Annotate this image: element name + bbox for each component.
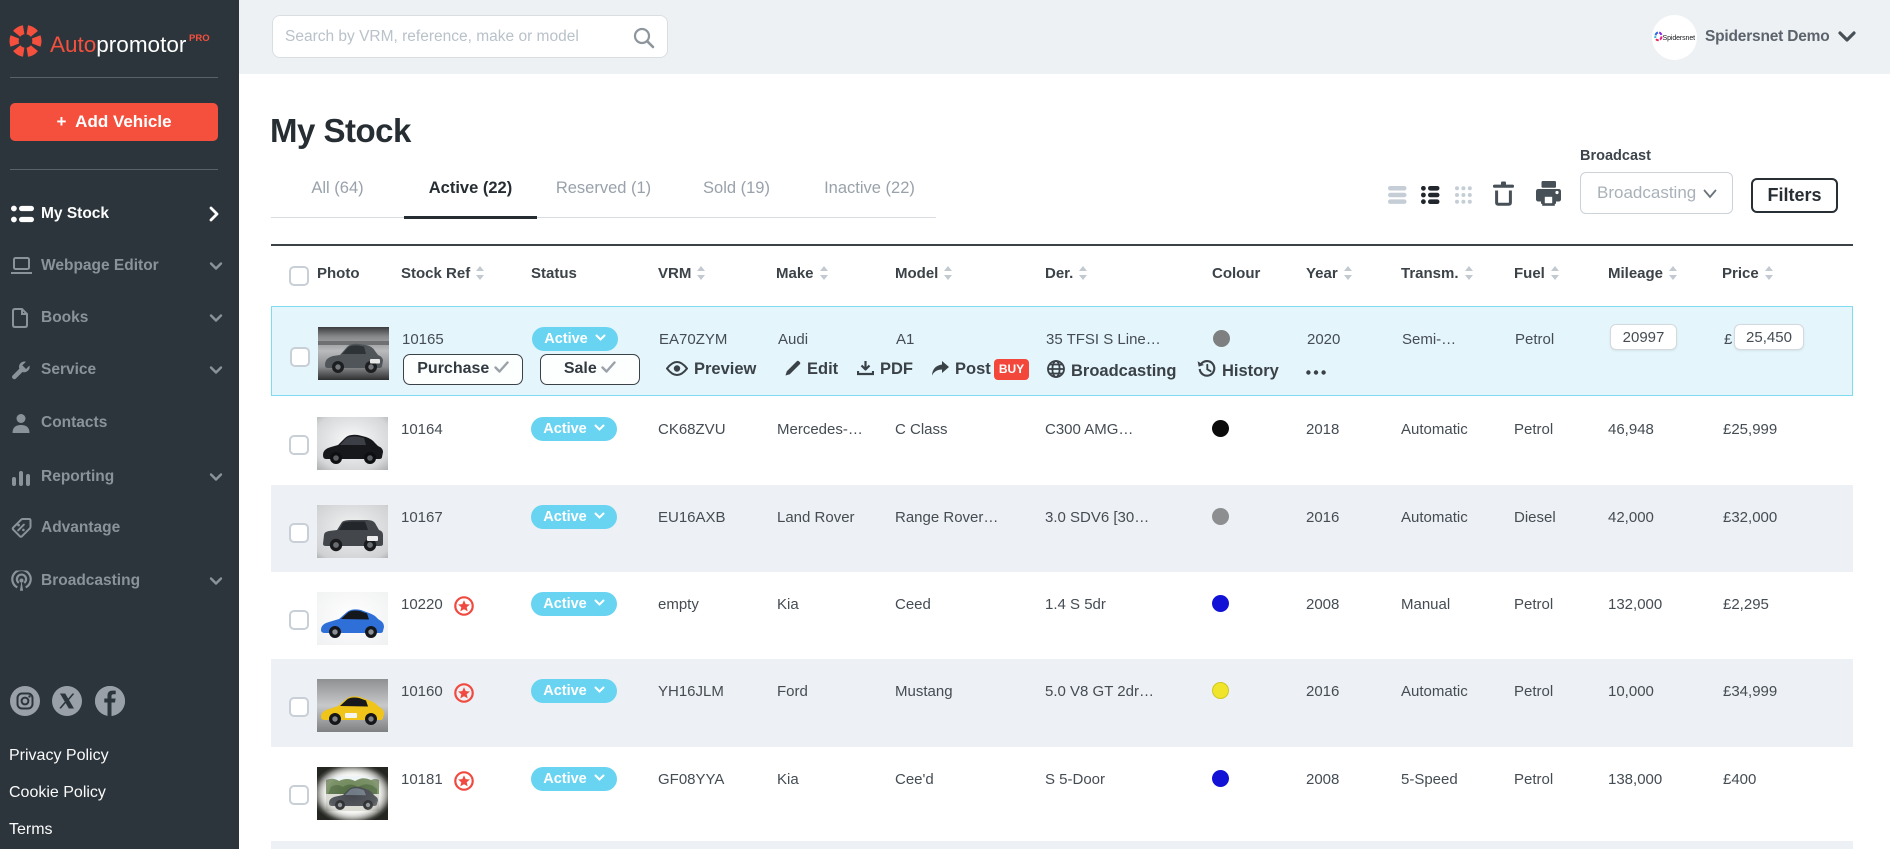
svg-text:Spidersnet: Spidersnet	[1663, 35, 1696, 42]
